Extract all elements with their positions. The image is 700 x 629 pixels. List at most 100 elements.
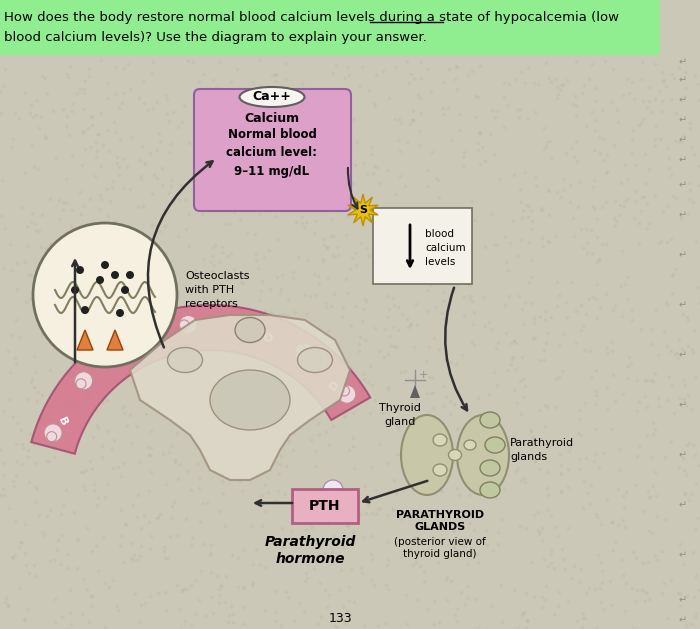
Point: [66, 359, 78, 369]
Point: [455, 587, 466, 597]
Point: [62, 249, 73, 259]
Point: [527, 435, 538, 445]
Point: [508, 216, 519, 226]
Point: [140, 159, 151, 169]
Point: [573, 177, 584, 187]
Point: [251, 428, 262, 438]
Point: [298, 222, 309, 232]
Point: [180, 616, 191, 626]
Point: [410, 557, 421, 567]
Point: [528, 313, 540, 323]
Point: [331, 366, 342, 376]
Point: [308, 269, 319, 279]
Point: [612, 118, 624, 128]
Point: [654, 134, 666, 144]
Point: [564, 180, 575, 190]
Point: [400, 590, 412, 600]
Point: [286, 526, 297, 536]
Point: [562, 523, 573, 533]
Point: [469, 525, 480, 535]
Point: [31, 458, 42, 468]
Point: [175, 181, 186, 191]
Point: [438, 286, 449, 296]
Point: [529, 333, 540, 343]
Point: [663, 613, 674, 623]
Point: [557, 174, 568, 184]
Point: [254, 173, 265, 183]
Point: [276, 102, 287, 112]
Point: [576, 89, 587, 99]
Point: [329, 289, 340, 299]
Point: [424, 447, 435, 457]
Point: [214, 590, 225, 600]
Point: [197, 539, 208, 549]
Point: [66, 205, 78, 215]
Point: [526, 432, 537, 442]
Point: [505, 338, 517, 348]
Point: [199, 69, 210, 79]
Point: [260, 481, 271, 491]
Point: [72, 533, 83, 543]
Point: [694, 161, 700, 171]
Point: [135, 174, 146, 184]
Point: [202, 337, 214, 347]
Point: [536, 205, 547, 215]
Point: [601, 494, 612, 504]
Point: [369, 97, 380, 108]
Point: [298, 515, 309, 525]
Point: [132, 367, 144, 377]
Point: [267, 423, 279, 433]
Point: [314, 430, 325, 440]
Point: [691, 572, 700, 582]
Point: [193, 404, 204, 415]
Point: [361, 169, 372, 179]
Point: [259, 306, 270, 316]
Point: [198, 352, 209, 362]
Point: [0, 491, 9, 501]
Point: [451, 84, 462, 94]
Point: [641, 588, 652, 598]
Point: [47, 106, 58, 116]
Point: [400, 250, 411, 260]
Point: [0, 470, 9, 480]
Point: [225, 601, 237, 611]
Point: [111, 338, 122, 348]
Point: [193, 473, 204, 483]
Point: [599, 55, 610, 65]
Point: [62, 623, 74, 629]
Point: [161, 479, 172, 489]
Point: [326, 547, 337, 557]
Point: [286, 165, 297, 175]
Point: [99, 281, 111, 291]
Point: [355, 81, 366, 91]
Point: [367, 462, 378, 472]
Point: [270, 496, 281, 506]
Point: [419, 274, 430, 284]
Point: [180, 304, 191, 314]
Point: [274, 165, 285, 175]
Point: [79, 104, 90, 114]
Point: [533, 528, 545, 538]
Point: [666, 437, 677, 447]
Point: [652, 511, 663, 521]
Point: [230, 470, 241, 481]
Point: [214, 506, 225, 516]
Point: [515, 409, 526, 419]
Point: [349, 463, 360, 473]
Point: [370, 509, 382, 519]
Point: [415, 274, 426, 284]
Point: [102, 426, 113, 437]
Point: [146, 68, 158, 78]
Point: [32, 95, 43, 105]
Point: [68, 99, 79, 109]
Point: [66, 106, 78, 116]
Point: [20, 548, 31, 558]
Point: [77, 279, 88, 289]
Point: [270, 457, 281, 467]
Text: (posterior view of
thyroid gland): (posterior view of thyroid gland): [394, 537, 486, 559]
Point: [437, 103, 448, 113]
Point: [448, 284, 459, 294]
Point: [445, 135, 456, 145]
Point: [553, 289, 564, 299]
Point: [654, 238, 665, 248]
